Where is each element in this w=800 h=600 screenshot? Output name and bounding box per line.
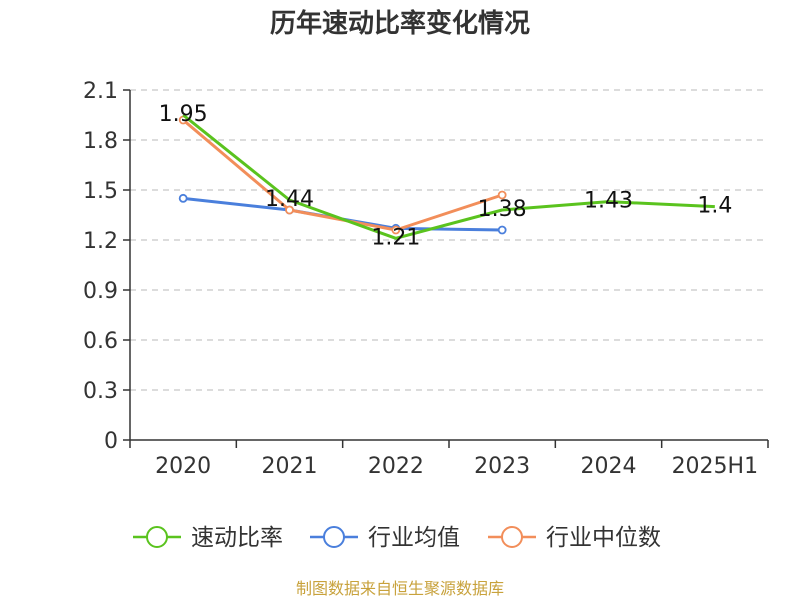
legend-marker — [501, 526, 523, 548]
y-tick-label: 1.8 — [83, 129, 118, 154]
chart-title: 历年速动比率变化情况 — [270, 8, 530, 39]
data-label: 1.95 — [159, 102, 208, 127]
data-point — [497, 190, 507, 200]
y-tick-label: 0 — [104, 429, 118, 454]
y-tick-label: 1.2 — [83, 229, 118, 254]
series-line-2 — [182, 118, 503, 232]
source-note: 制图数据来自恒生聚源数据库 — [296, 579, 504, 598]
data-label: 1.4 — [697, 194, 732, 219]
series-line-0 — [182, 113, 715, 240]
legend-marker — [323, 526, 345, 548]
data-point — [178, 193, 188, 203]
legend-marker — [146, 526, 168, 548]
data-label: 1.43 — [584, 189, 633, 214]
series-group — [178, 113, 715, 240]
series-line-1 — [183, 196, 503, 232]
y-tick-label: 2.1 — [83, 79, 118, 104]
data-point — [497, 225, 507, 235]
y-tick-label: 0.6 — [83, 329, 118, 354]
x-tick-label: 2021 — [262, 454, 318, 479]
x-tick-label: 2020 — [155, 454, 211, 479]
x-tick-label: 2025H1 — [672, 454, 759, 479]
x-tick-label: 2024 — [581, 454, 637, 479]
data-point — [391, 225, 401, 235]
grid-lines — [130, 89, 768, 391]
axes — [123, 89, 769, 448]
data-label: 1.44 — [265, 187, 314, 212]
x-tick-label: 2022 — [368, 454, 424, 479]
legend-label: 行业中位数 — [546, 525, 661, 551]
legend: 速动比率 行业均值 行业中位数 — [133, 525, 661, 551]
x-tick-label: 2023 — [474, 454, 530, 479]
data-labels: 1.95 1.44 1.21 1.38 1.43 1.4 — [159, 102, 733, 250]
data-label: 1.21 — [371, 225, 420, 250]
data-label: 1.38 — [478, 197, 527, 222]
x-axis-tick-labels: 2020 2021 2022 2023 2024 2025H1 — [155, 454, 758, 479]
y-tick-label: 1.5 — [83, 179, 118, 204]
y-tick-label: 0.3 — [83, 379, 118, 404]
y-tick-label: 0.9 — [83, 279, 118, 304]
y-axis-tick-labels: 0 0.3 0.6 0.9 1.2 1.5 1.8 2.1 — [83, 79, 118, 454]
legend-label: 行业均值 — [368, 525, 460, 551]
legend-label: 速动比率 — [191, 525, 283, 551]
data-point — [285, 205, 294, 215]
